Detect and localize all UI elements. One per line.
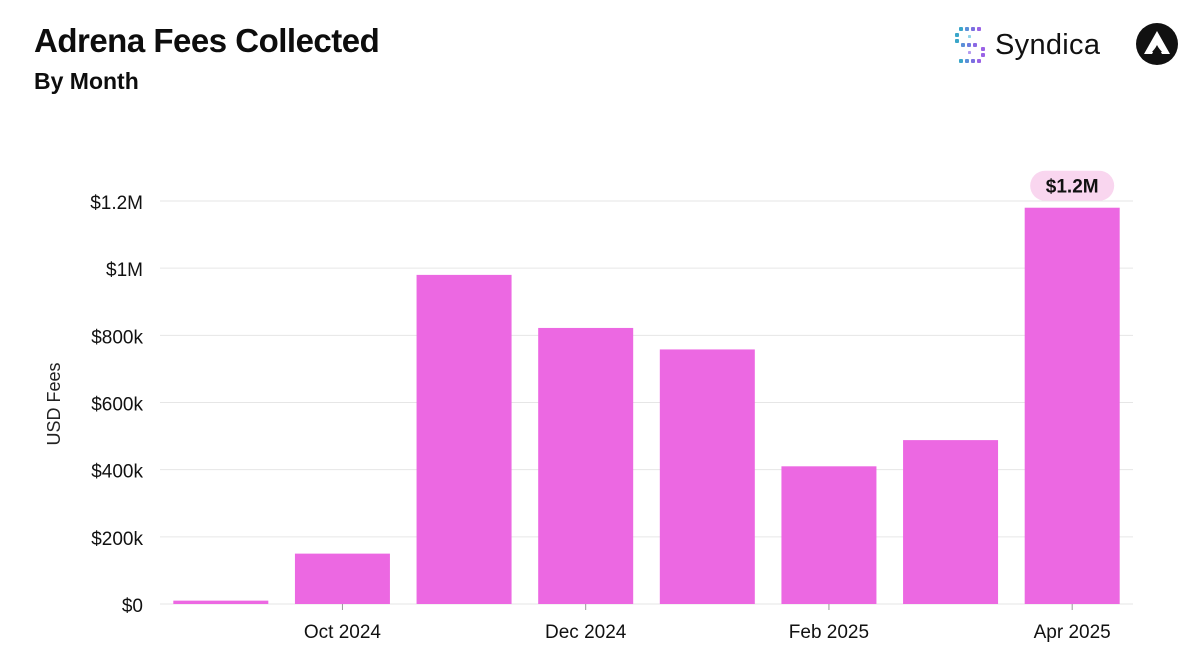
bar-mar-2025 bbox=[903, 440, 999, 604]
y-tick-label: $800k bbox=[91, 327, 143, 348]
bar-feb-2025 bbox=[781, 466, 877, 604]
chart-title: Adrena Fees Collected bbox=[34, 22, 380, 59]
syndica-brand: Syndica bbox=[953, 22, 1100, 68]
brand-name: Syndica bbox=[995, 28, 1101, 61]
bar-sep-2024 bbox=[173, 600, 269, 604]
y-axis-label: USD Fees bbox=[44, 362, 64, 445]
y-tick-label: $0 bbox=[122, 596, 143, 617]
x-tick-label: Feb 2025 bbox=[789, 622, 869, 643]
bar-dec-2024 bbox=[538, 327, 634, 604]
y-tick-label: $1M bbox=[106, 260, 143, 281]
bar-oct-2024 bbox=[294, 553, 390, 604]
bar-jan-2025 bbox=[659, 349, 755, 604]
x-tick-label: Apr 2025 bbox=[1034, 622, 1111, 643]
x-tick-label: Oct 2024 bbox=[304, 622, 382, 643]
y-tick-label: $200k bbox=[91, 529, 143, 550]
data-label-pill bbox=[1030, 170, 1115, 201]
x-tick-label: Dec 2024 bbox=[545, 622, 627, 643]
data-label: $1.2M bbox=[1046, 177, 1099, 198]
bar-nov-2024 bbox=[416, 274, 512, 604]
y-tick-label: $600k bbox=[91, 395, 143, 416]
syndica-logo-icon bbox=[955, 27, 985, 63]
chart-subtitle: By Month bbox=[34, 68, 139, 94]
y-tick-label: $400k bbox=[91, 462, 143, 483]
adrena-logo-icon bbox=[1136, 23, 1178, 65]
bar-apr-2025 bbox=[1024, 207, 1120, 604]
y-tick-label: $1.2M bbox=[90, 193, 143, 214]
